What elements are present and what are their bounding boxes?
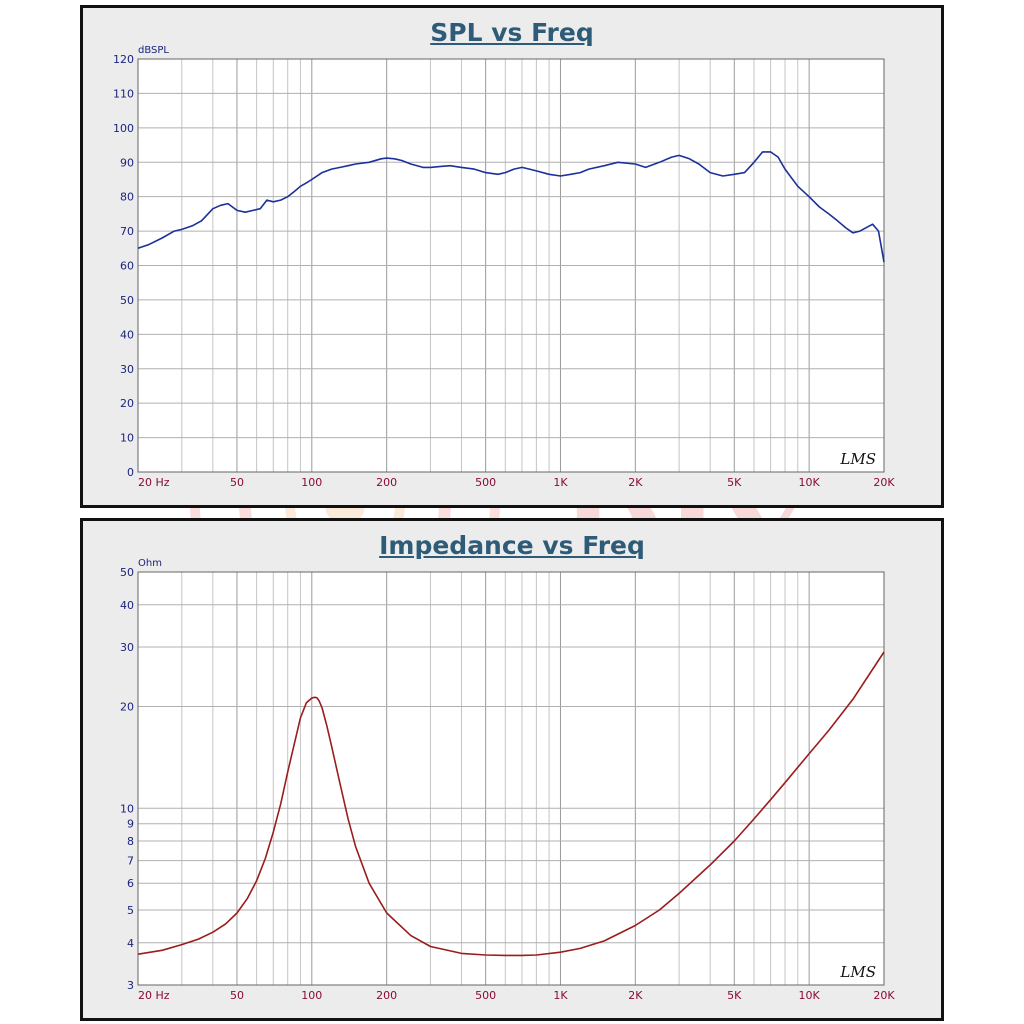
x-tick-label: 500: [475, 476, 496, 489]
y-tick-label: 10: [120, 432, 134, 445]
plot-area: [137, 571, 885, 986]
y-tick-label: 50: [120, 294, 134, 307]
y-tick-label: 20: [120, 397, 134, 410]
x-tick-label: 100: [301, 989, 322, 1002]
x-tick-label: 10K: [799, 989, 821, 1002]
y-tick-label: 120: [113, 53, 134, 66]
y-tick-label: 7: [127, 855, 134, 868]
plot-border: [137, 58, 885, 473]
y-tick-label: 4: [127, 937, 134, 950]
y-tick-label: 9: [127, 818, 134, 831]
x-tick-label: 2K: [628, 989, 643, 1002]
lms-annotation: LMS: [839, 963, 876, 981]
y-axis-label: Ohm: [138, 558, 162, 569]
x-tick-label: 100: [301, 476, 322, 489]
x-tick-label: 500: [475, 989, 496, 1002]
impedance-chart-title: Impedance vs Freq: [379, 531, 645, 560]
y-tick-label: 30: [120, 641, 134, 654]
y-tick-label: 110: [113, 87, 134, 100]
y-tick-label: 50: [120, 566, 134, 579]
x-tick-label: 50: [230, 989, 244, 1002]
y-tick-label: 0: [127, 466, 134, 479]
y-tick-label: 90: [120, 156, 134, 169]
x-tick-label: 20 Hz: [138, 989, 170, 1002]
x-tick-label: 2K: [628, 476, 643, 489]
lms-annotation: LMS: [839, 450, 876, 468]
x-tick-label: 5K: [727, 476, 742, 489]
spl-chart-title: SPL vs Freq: [430, 18, 594, 47]
y-tick-label: 60: [120, 260, 134, 273]
x-tick-label: 200: [376, 476, 397, 489]
series-line: [137, 651, 885, 957]
y-tick-label: 5: [127, 904, 134, 917]
y-tick-label: 70: [120, 225, 134, 238]
y-tick-label: 30: [120, 363, 134, 376]
series-line: [137, 151, 885, 263]
x-tick-label: 200: [376, 989, 397, 1002]
y-tick-label: 3: [127, 979, 134, 992]
plot-border: [137, 571, 885, 986]
x-tick-label: 1K: [553, 989, 568, 1002]
y-tick-label: 10: [120, 802, 134, 815]
y-axis-label: dBSPL: [138, 45, 169, 56]
x-tick-label: 1K: [553, 476, 568, 489]
y-tick-label: 6: [127, 877, 134, 890]
y-tick-label: 80: [120, 191, 134, 204]
x-tick-label: 20K: [873, 989, 895, 1002]
x-tick-label: 20K: [873, 476, 895, 489]
y-tick-label: 40: [120, 328, 134, 341]
y-tick-label: 20: [120, 701, 134, 714]
y-tick-label: 40: [120, 599, 134, 612]
x-tick-label: 10K: [799, 476, 821, 489]
x-tick-label: 50: [230, 476, 244, 489]
y-tick-label: 8: [127, 835, 134, 848]
x-tick-label: 20 Hz: [138, 476, 170, 489]
x-tick-label: 5K: [727, 989, 742, 1002]
y-tick-label: 100: [113, 122, 134, 135]
